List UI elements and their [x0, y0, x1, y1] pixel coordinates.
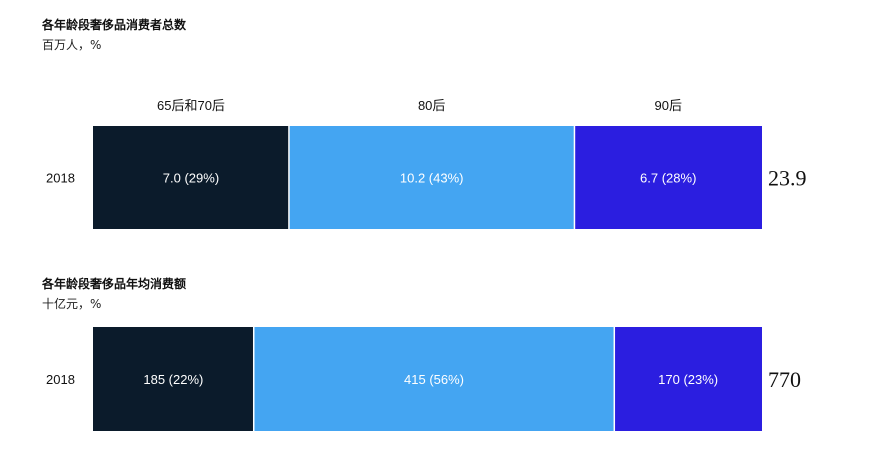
segment-value-label: 170 (23%) — [658, 372, 718, 387]
bar-segment — [614, 327, 762, 431]
total-label: 770 — [768, 367, 801, 392]
category-label: 65后和70后 — [157, 98, 225, 113]
segment-value-label: 10.2 (43%) — [400, 171, 464, 186]
row-label: 2018 — [46, 372, 75, 387]
bar-segment — [93, 327, 254, 431]
segment-value-label: 185 (22%) — [143, 372, 203, 387]
chart-2-title: 各年龄段奢侈品年均消费额 — [42, 277, 187, 291]
chart-2-unit: 十亿元，% — [42, 297, 102, 311]
bar-segment — [253, 327, 615, 431]
chart-1-unit: 百万人，% — [42, 38, 102, 52]
segment-value-label: 415 (56%) — [404, 372, 464, 387]
segment-value-label: 6.7 (28%) — [640, 171, 696, 186]
chart-1-title: 各年龄段奢侈品消费者总数 — [42, 18, 187, 32]
category-label: 90后 — [654, 98, 681, 113]
row-label: 2018 — [46, 171, 75, 186]
segment-value-label: 7.0 (29%) — [163, 171, 219, 186]
bar-segment — [288, 126, 575, 229]
bar-segment — [93, 126, 289, 229]
total-label: 23.9 — [768, 166, 807, 191]
category-label: 80后 — [418, 98, 445, 113]
bar-segment — [574, 126, 762, 229]
